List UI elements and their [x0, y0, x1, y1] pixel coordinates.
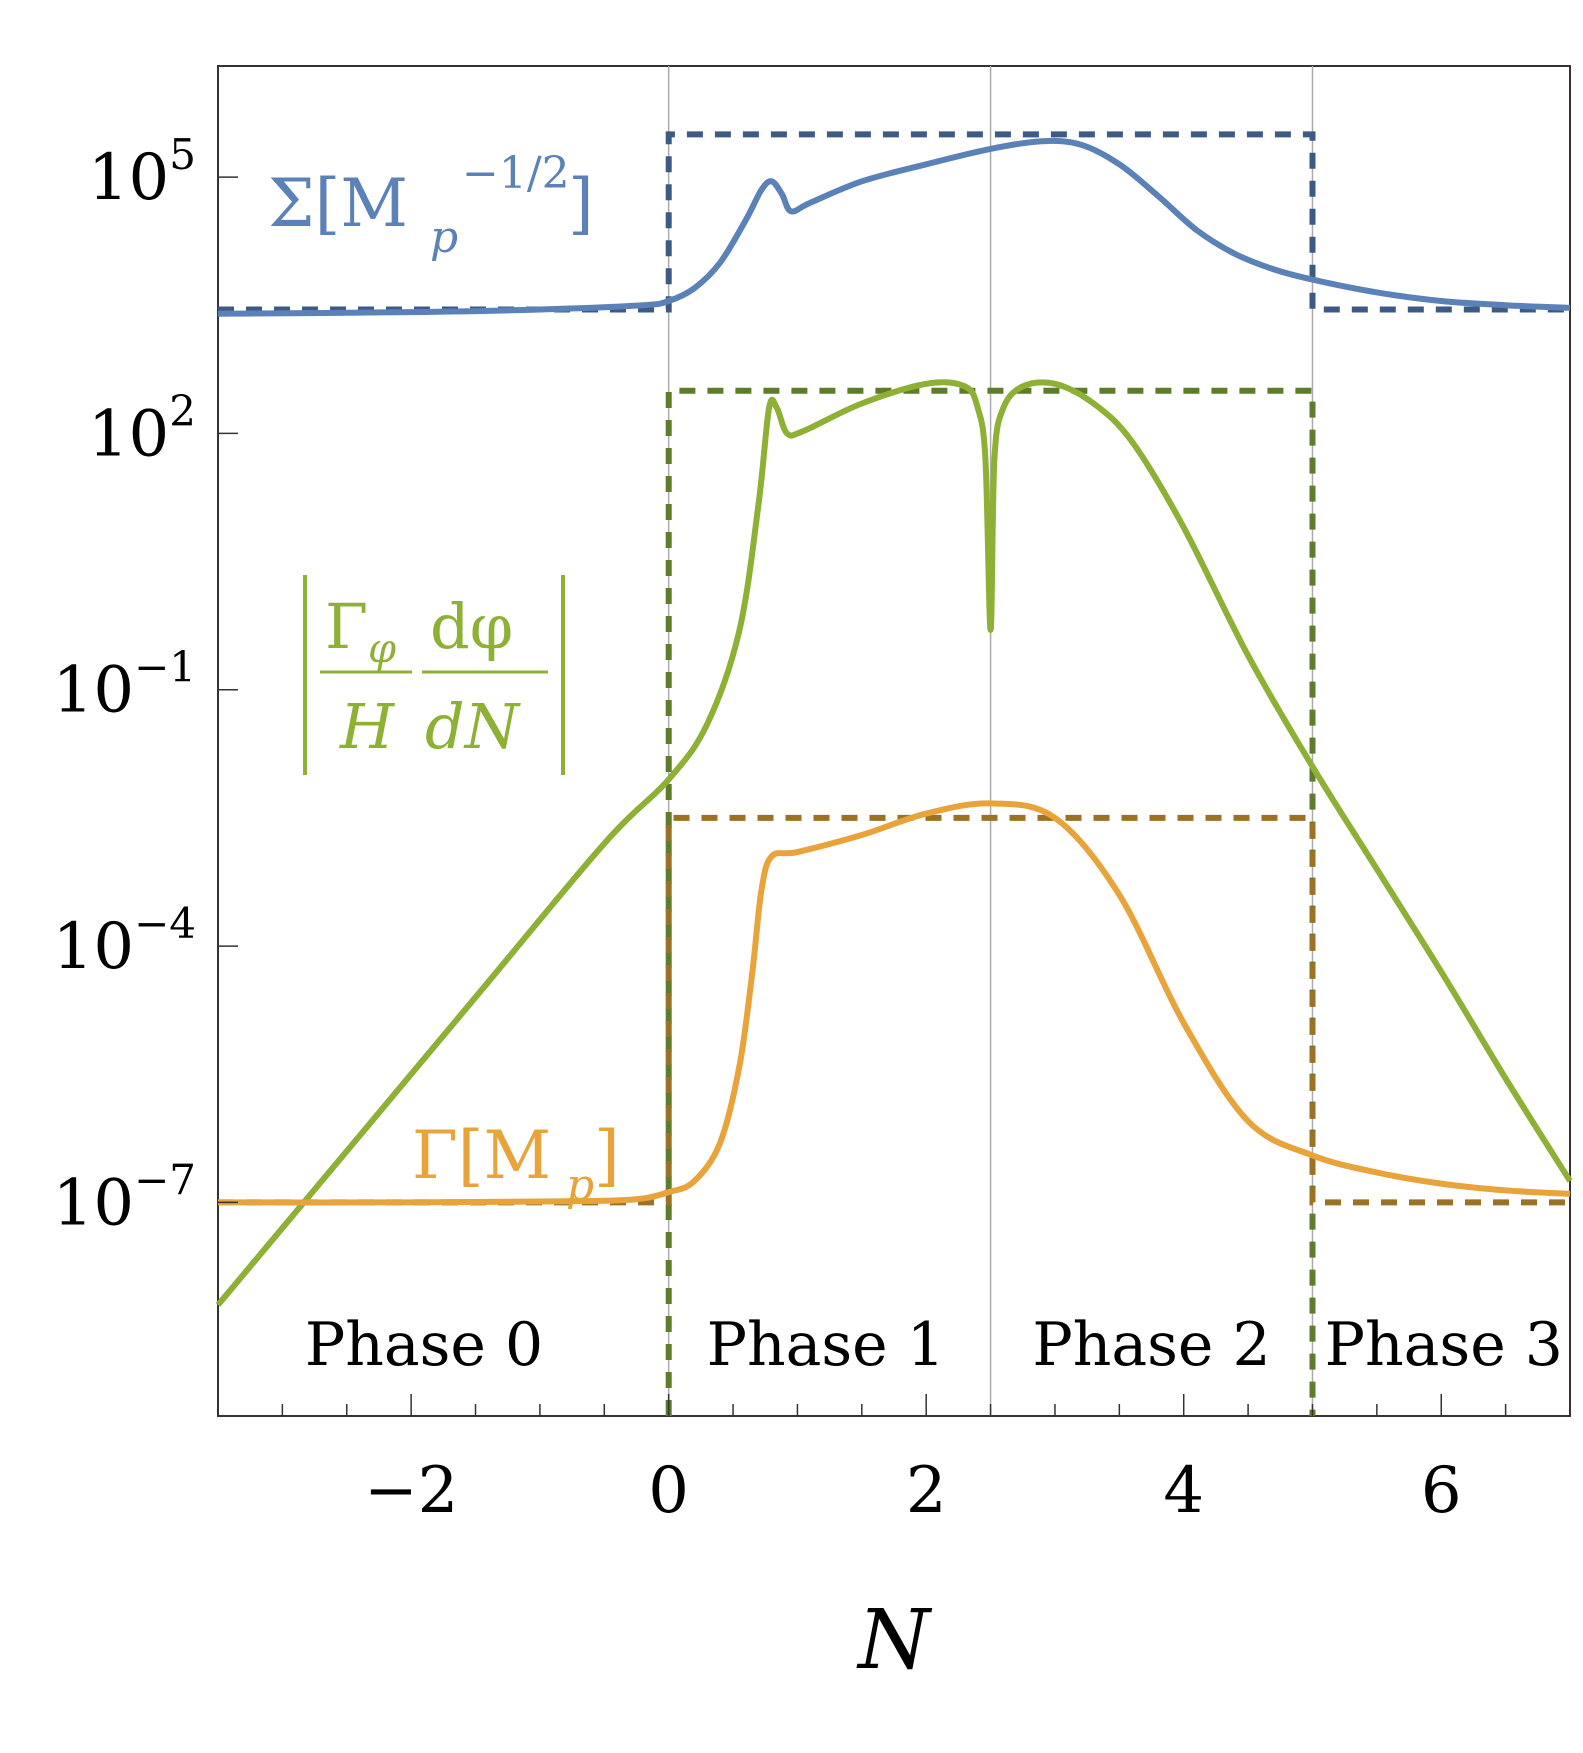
- gamma-dphi-series-label: Γφ dφ H dN: [303, 575, 565, 775]
- gamma-label-text: Γ[M: [412, 1117, 551, 1194]
- sigma-label-text: Σ[M: [268, 165, 408, 242]
- sigma-step-guide: [218, 131, 1570, 313]
- svg-text:Σ[M: Σ[M: [268, 165, 408, 242]
- gamma-dphi-step-guide: [665, 387, 1316, 1416]
- gamma-dphi-num1: Γφ: [325, 590, 396, 672]
- sigma-series-label: Σ[M p −1/2 ]: [268, 148, 594, 263]
- sigma-label-sup: −1/2: [462, 148, 570, 199]
- phase-labels: Phase 0 Phase 1 Phase 2 Phase 3: [305, 1310, 1563, 1380]
- x-tick-label: 6: [1421, 1454, 1462, 1528]
- sigma-curve: [217, 137, 1571, 317]
- gamma-label-close: ]: [594, 1117, 620, 1194]
- y-tick-label: 10−7: [53, 1155, 196, 1240]
- y-tick-label: 10−1: [53, 643, 196, 728]
- gamma-series-label: Γ[M p ]: [412, 1117, 620, 1211]
- y-axis: 105 102 10−1 10−4 10−7: [53, 130, 238, 1240]
- phase-label-0: Phase 0: [305, 1310, 543, 1380]
- phase-label-2: Phase 2: [1032, 1310, 1270, 1380]
- sigma-label-sub: p: [430, 212, 458, 263]
- x-axis-title: N: [856, 1593, 933, 1688]
- sigma-label-close: ]: [568, 165, 594, 242]
- x-axis: −2 0 2 4 6: [217, 1394, 1571, 1528]
- y-tick-label: 102: [88, 386, 196, 471]
- gamma-dphi-num2: dφ: [430, 590, 513, 663]
- phase-label-3: Phase 3: [1325, 1310, 1563, 1380]
- phase-label-1: Phase 1: [707, 1310, 945, 1380]
- x-tick-label: −2: [364, 1454, 458, 1528]
- y-tick-label: 10−4: [53, 899, 196, 984]
- gamma-curve: [217, 800, 1571, 1206]
- gamma-label-sub: p: [566, 1160, 594, 1211]
- step-guides: [218, 131, 1570, 1416]
- y-tick-label: 105: [88, 130, 196, 215]
- phase-dividers: [667, 66, 1314, 1416]
- plot-frame: [217, 65, 1571, 1417]
- x-tick-label: 0: [648, 1454, 689, 1528]
- series-curves: [215, 137, 1573, 1307]
- gamma-dphi-curve: [215, 379, 1573, 1307]
- x-tick-label: 2: [906, 1454, 947, 1528]
- gamma-dphi-den2: dN: [425, 690, 522, 763]
- gamma-dphi-den1: H: [339, 690, 396, 763]
- x-tick-label: 4: [1163, 1454, 1204, 1528]
